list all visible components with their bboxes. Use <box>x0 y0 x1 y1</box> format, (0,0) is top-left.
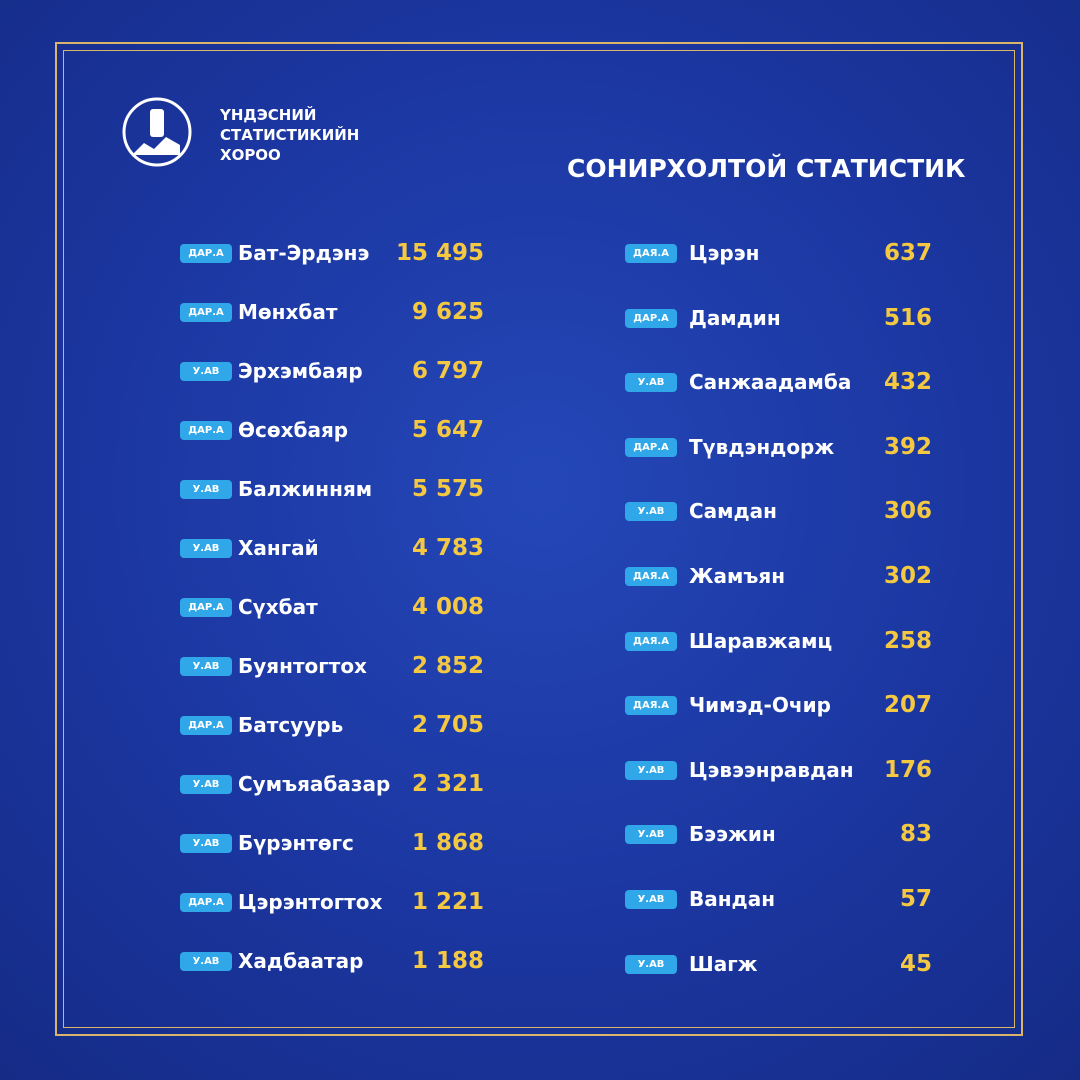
name: Мөнхбат <box>238 300 338 324</box>
value: 2 852 <box>411 653 484 679</box>
value: 6 797 <box>411 358 484 384</box>
value: 1 868 <box>411 830 484 856</box>
name: Батсуурь <box>238 713 344 737</box>
badge: ДАР.А <box>180 303 232 322</box>
badge: ДАР.А <box>180 244 232 263</box>
name: Хангай <box>238 536 319 560</box>
badge: ДАР.А <box>180 421 232 440</box>
value: 57 <box>899 886 932 912</box>
name: Бат-Эрдэнэ <box>238 241 370 265</box>
org-name: ҮНДЭСНИЙ <box>220 106 317 124</box>
badge: У.АВ <box>625 825 677 845</box>
name: Бээжин <box>689 822 776 847</box>
name: Цэрэн <box>689 241 760 265</box>
badge: У.АВ <box>625 954 677 974</box>
badge: У.АВ <box>625 890 677 909</box>
value: 432 <box>883 369 932 396</box>
value: 2 321 <box>411 771 484 797</box>
badge: ДАЯ.А <box>625 631 677 651</box>
name: Өсөхбаяр <box>238 418 349 442</box>
badge: У.АВ <box>180 775 232 794</box>
name: Бүрэнтөгс <box>238 831 354 855</box>
frame-inner <box>63 50 1015 1028</box>
value: 45 <box>899 950 932 977</box>
org-name: СТАТИСТИКИЙН <box>220 126 360 144</box>
value: 83 <box>899 821 932 848</box>
name: Балжинням <box>238 477 373 501</box>
name: Сумъяабазар <box>238 772 391 796</box>
value: 1 221 <box>411 889 484 915</box>
name: Шаравжамц <box>689 628 833 653</box>
badge: У.АВ <box>625 760 677 780</box>
value: 15 495 <box>395 240 484 266</box>
org-name: ХОРОО <box>220 146 281 164</box>
name: Хадбаатар <box>238 949 364 973</box>
value: 5 575 <box>411 476 484 502</box>
name: Дамдин <box>689 305 781 330</box>
value: 4 783 <box>411 535 484 561</box>
name: Жамъян <box>689 564 786 588</box>
name: Цэрэнтогтох <box>238 890 383 914</box>
badge: У.АВ <box>180 834 232 853</box>
name: Санжаадамба <box>689 370 852 395</box>
value: 258 <box>883 627 932 654</box>
value: 1 188 <box>411 948 484 974</box>
value: 4 008 <box>411 594 484 620</box>
badge: У.АВ <box>180 952 232 971</box>
title: СОНИРХОЛТОЙ СТАТИСТИК <box>567 154 966 183</box>
badge: ДАР.А <box>180 716 232 735</box>
badge: У.АВ <box>625 373 677 393</box>
name: Эрхэмбаяр <box>238 359 363 383</box>
badge: У.АВ <box>180 539 232 558</box>
value: 637 <box>883 240 932 266</box>
name: Чимэд-Очир <box>689 693 831 718</box>
value: 5 647 <box>411 417 484 443</box>
badge: У.АВ <box>625 502 677 522</box>
badge: ДАР.А <box>180 893 232 912</box>
name: Түвдэндорж <box>689 434 835 459</box>
name: Самдан <box>689 499 777 524</box>
badge: ДАЯ.А <box>625 244 677 263</box>
value: 176 <box>883 756 932 783</box>
badge: ДАР.А <box>625 437 677 457</box>
badge: У.АВ <box>180 480 232 499</box>
value: 207 <box>883 692 932 719</box>
badge: ДАР.А <box>625 308 677 328</box>
name: Шагж <box>689 951 758 976</box>
logo <box>122 97 192 167</box>
badge: ДАЯ.А <box>625 696 677 716</box>
name: Буянтогтох <box>238 654 367 678</box>
name: Цэвээнравдан <box>689 757 854 782</box>
value: 2 705 <box>411 712 484 738</box>
value: 516 <box>883 304 932 331</box>
value: 392 <box>883 433 932 460</box>
badge: ДАР.А <box>180 598 232 617</box>
badge: У.АВ <box>180 362 232 381</box>
value: 302 <box>883 563 932 589</box>
value: 306 <box>883 498 932 525</box>
frame <box>55 42 1023 1036</box>
value: 9 625 <box>411 299 484 325</box>
name: Вандан <box>689 887 776 911</box>
badge: У.АВ <box>180 657 232 676</box>
name: Сүхбат <box>238 595 318 619</box>
badge: ДАЯ.А <box>625 567 677 586</box>
